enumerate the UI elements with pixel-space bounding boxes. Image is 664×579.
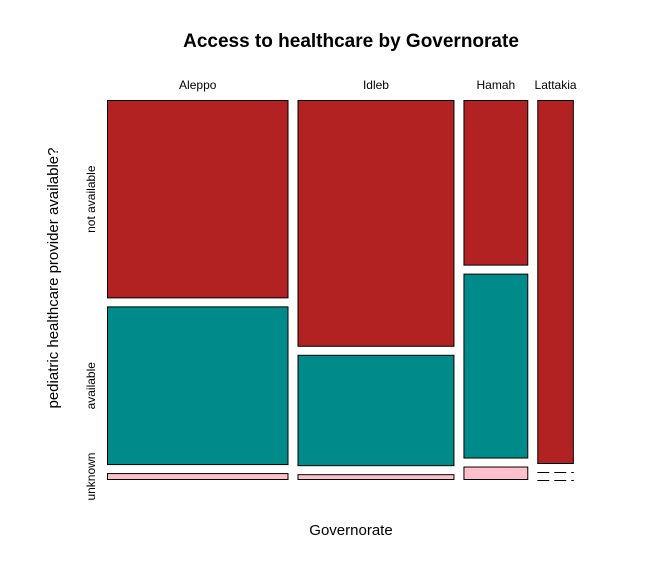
tile-hamah-not-available xyxy=(463,100,529,266)
tile-aleppo-available xyxy=(107,306,289,466)
row-label-unknown: unknown xyxy=(84,453,98,501)
tile-idleb-unknown xyxy=(297,474,455,480)
column-label-idleb: Idleb xyxy=(363,78,389,92)
column-label-lattakia: Lattakia xyxy=(535,78,577,92)
tile-lattakia-not-available xyxy=(537,100,574,464)
tile-idleb-available xyxy=(297,354,455,467)
tile-aleppo-unknown xyxy=(107,473,289,481)
row-labels: not available available unknown xyxy=(84,165,98,500)
y-axis-label: pediatric healthcare provider available? xyxy=(45,148,62,409)
tile-hamah-available xyxy=(463,273,529,459)
mosaic-tiles xyxy=(107,100,574,481)
column-labels: Aleppo Idleb Hamah Lattakia xyxy=(179,78,577,92)
tile-hamah-unknown xyxy=(463,466,529,481)
chart-title: Access to healthcare by Governorate xyxy=(183,31,519,52)
row-label-available: available xyxy=(84,362,98,410)
tile-idleb-not-available xyxy=(297,100,455,347)
column-label-aleppo: Aleppo xyxy=(179,78,217,92)
row-label-not-available: not available xyxy=(84,165,98,233)
column-label-hamah: Hamah xyxy=(477,78,516,92)
tile-aleppo-not-available xyxy=(107,100,289,299)
x-axis-label: Governorate xyxy=(309,522,392,539)
